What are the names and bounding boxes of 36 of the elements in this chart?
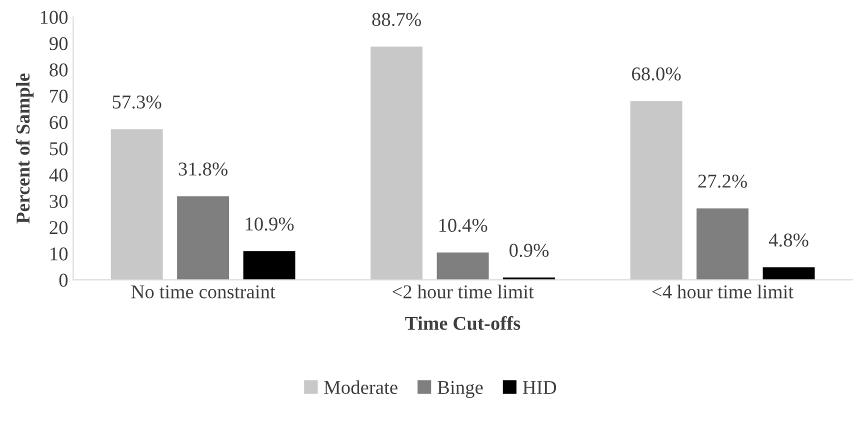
bar: [110, 129, 163, 280]
y-tick-label: 0: [59, 274, 68, 287]
x-axis-title: Time Cut-offs: [405, 316, 520, 330]
legend-label: HID: [522, 381, 556, 394]
legend-label: Moderate: [324, 380, 398, 394]
y-tick-label: 30: [50, 194, 68, 208]
y-tick-label: 70: [50, 90, 68, 103]
y-tick-label: 90: [50, 37, 68, 50]
y-tick-label: 60: [50, 116, 68, 130]
data-label: 31.8%: [178, 162, 228, 176]
y-tick-label: 10: [50, 247, 68, 260]
bar: [630, 101, 682, 280]
bar: [177, 196, 230, 280]
data-label: 10.9%: [246, 217, 294, 231]
data-label: 4.8%: [768, 233, 808, 247]
legend-label: Binge: [438, 380, 483, 398]
bar: [436, 252, 489, 280]
data-label: 88.7%: [372, 12, 422, 26]
bar: [243, 251, 296, 280]
bar: [696, 208, 748, 280]
x-tick-label: <4 hour time limit: [652, 284, 794, 298]
y-tick-label: 40: [49, 168, 68, 182]
y-tick-label: 80: [50, 63, 68, 76]
y-axis-title: Percent of Sample: [16, 73, 34, 224]
y-tick-label: 20: [50, 221, 68, 234]
y-tick-label: 50: [50, 142, 68, 156]
data-label: 68.0%: [632, 67, 681, 81]
data-label: 57.3%: [112, 95, 162, 109]
x-tick-label: <2 hour time limit: [392, 284, 534, 298]
y-tick-label: 100: [40, 10, 68, 24]
data-label: 27.2%: [698, 174, 747, 188]
bar: [370, 46, 423, 280]
x-tick-label: No time constraint: [131, 285, 276, 298]
data-label: 0.9%: [510, 244, 549, 257]
bar: [762, 267, 815, 280]
data-label: 10.4%: [439, 218, 488, 232]
